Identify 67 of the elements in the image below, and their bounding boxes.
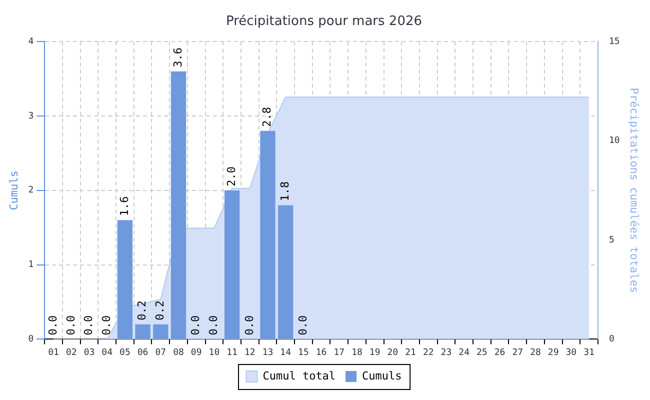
- data-label: 0.2: [136, 300, 149, 320]
- x-tick-label: 30: [566, 348, 577, 358]
- x-tick-label: 08: [173, 348, 184, 358]
- legend-label: Cumuls: [362, 369, 402, 382]
- x-tick-label: 11: [226, 348, 238, 358]
- y-tick-label: 4: [28, 36, 34, 47]
- data-label: 2.8: [260, 107, 274, 127]
- x-tick-label: 02: [66, 348, 77, 358]
- y2-tick-label: 15: [608, 36, 620, 47]
- x-tick-label: 14: [280, 348, 292, 358]
- y-tick-label: 3: [28, 111, 34, 122]
- x-tick-label: 01: [48, 348, 59, 358]
- data-label: 0.0: [100, 315, 113, 336]
- bar: [278, 205, 294, 339]
- x-tick-label: 28: [530, 348, 541, 358]
- x-tick-label: 31: [584, 348, 594, 358]
- x-tick-label: 13: [262, 348, 274, 358]
- data-label: 3.6: [171, 47, 184, 68]
- x-tick-label: 03: [84, 348, 95, 358]
- x-tick-label: 17: [334, 348, 345, 358]
- x-tick-label: 10: [208, 348, 220, 358]
- data-label: 0.2: [154, 300, 166, 320]
- data-label: 1.8: [278, 181, 292, 202]
- y-tick-label: 1: [28, 260, 34, 270]
- x-tick-label: 21: [405, 348, 416, 358]
- x-tick-label: 04: [102, 348, 113, 358]
- y-axis-title: Cumuls: [7, 170, 20, 210]
- x-tick-label: 29: [548, 348, 559, 358]
- y2-axis-title: Précipitations cumulées totales: [628, 88, 641, 294]
- x-tick-label: 23: [440, 348, 452, 358]
- data-label: 0.0: [296, 315, 310, 336]
- bar: [117, 220, 133, 339]
- data-label: 0.0: [189, 315, 202, 336]
- x-tick-label: 22: [422, 348, 434, 358]
- chart-title: Précipitations pour mars 2026: [226, 14, 422, 30]
- x-tick-label: 18: [352, 348, 362, 358]
- x-tick-label: 06: [137, 348, 148, 358]
- x-tick-label: 16: [316, 348, 327, 358]
- data-label: 2.0: [224, 166, 238, 186]
- x-tick-label: 12: [244, 348, 256, 358]
- y2-tick-label: 0: [608, 334, 614, 345]
- x-tick-label: 05: [120, 348, 130, 358]
- y2-tick-label: 5: [608, 235, 614, 246]
- bar: [153, 324, 168, 339]
- x-tick-label: 19: [369, 348, 380, 358]
- x-tick-label: 24: [458, 348, 470, 358]
- x-tick-label: 09: [190, 348, 202, 358]
- legend-label: Cumul total: [262, 369, 336, 382]
- data-label: 1.6: [118, 196, 131, 216]
- x-tick-label: 15: [298, 348, 309, 358]
- bar: [260, 130, 276, 339]
- bar: [135, 324, 150, 339]
- x-tick-label: 20: [387, 348, 398, 358]
- data-label: 0.0: [64, 315, 78, 336]
- y-tick-label: 2: [28, 186, 34, 196]
- data-label: 0.0: [242, 315, 256, 336]
- bar: [170, 71, 186, 339]
- data-label: 0.0: [207, 315, 220, 336]
- data-label: 0.0: [82, 315, 96, 336]
- y2-tick-label: 10: [608, 136, 620, 146]
- x-tick-label: 07: [155, 348, 166, 358]
- data-label: 0.0: [46, 315, 60, 336]
- bar: [224, 190, 240, 339]
- y-tick-label: 0: [28, 334, 34, 345]
- x-tick-label: 25: [476, 348, 488, 358]
- x-tick-label: 26: [494, 348, 506, 358]
- x-tick-label: 27: [512, 348, 524, 358]
